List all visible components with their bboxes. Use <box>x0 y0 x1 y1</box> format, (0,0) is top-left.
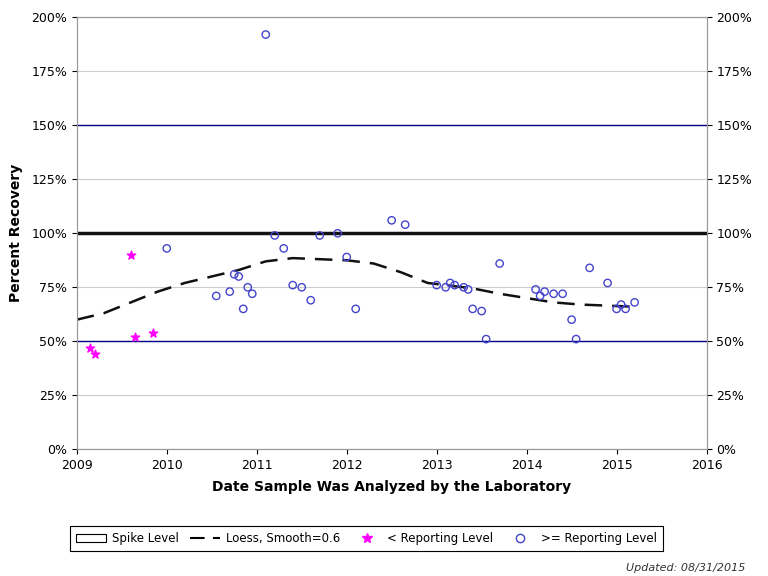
Point <box>570 335 582 344</box>
Point <box>296 283 308 292</box>
Point <box>466 304 478 313</box>
Point <box>129 332 141 342</box>
Point <box>313 231 326 240</box>
Y-axis label: Percent Recovery: Percent Recovery <box>9 164 23 302</box>
Point <box>475 306 488 316</box>
Point <box>260 30 272 39</box>
Point <box>161 244 173 253</box>
Point <box>458 283 470 292</box>
Point <box>538 287 551 296</box>
Point <box>305 295 317 305</box>
Point <box>431 281 443 290</box>
Point <box>340 252 353 262</box>
Point <box>277 244 290 253</box>
Point <box>269 231 281 240</box>
Point <box>628 298 641 307</box>
Point <box>620 304 632 313</box>
Point <box>246 289 258 298</box>
Point <box>84 343 97 353</box>
Point <box>349 304 362 313</box>
Point <box>480 335 492 344</box>
Point <box>534 291 546 301</box>
Legend: Spike Level, Loess, Smooth=0.6, < Reporting Level, >= Reporting Level: Spike Level, Loess, Smooth=0.6, < Report… <box>71 526 663 551</box>
Point <box>147 328 160 338</box>
Point <box>565 315 578 324</box>
Point <box>548 289 560 298</box>
Point <box>557 289 569 298</box>
Point <box>611 304 623 313</box>
Point <box>449 281 461 290</box>
Point <box>228 270 240 279</box>
Point <box>233 272 245 281</box>
Point <box>210 291 223 301</box>
Point <box>584 263 596 272</box>
Point <box>462 285 475 294</box>
Point <box>88 350 101 359</box>
Point <box>444 278 456 287</box>
Point <box>601 278 614 287</box>
Text: Updated: 08/31/2015: Updated: 08/31/2015 <box>626 563 745 573</box>
Point <box>286 281 299 290</box>
Point <box>494 259 506 268</box>
Point <box>223 287 236 296</box>
Point <box>386 216 398 225</box>
Point <box>615 300 627 309</box>
Point <box>439 283 452 292</box>
Point <box>529 285 541 294</box>
Point <box>242 283 254 292</box>
Point <box>124 250 137 259</box>
Point <box>237 304 250 313</box>
Point <box>332 229 344 238</box>
X-axis label: Date Sample Was Analyzed by the Laboratory: Date Sample Was Analyzed by the Laborato… <box>212 480 571 494</box>
Point <box>399 220 412 229</box>
